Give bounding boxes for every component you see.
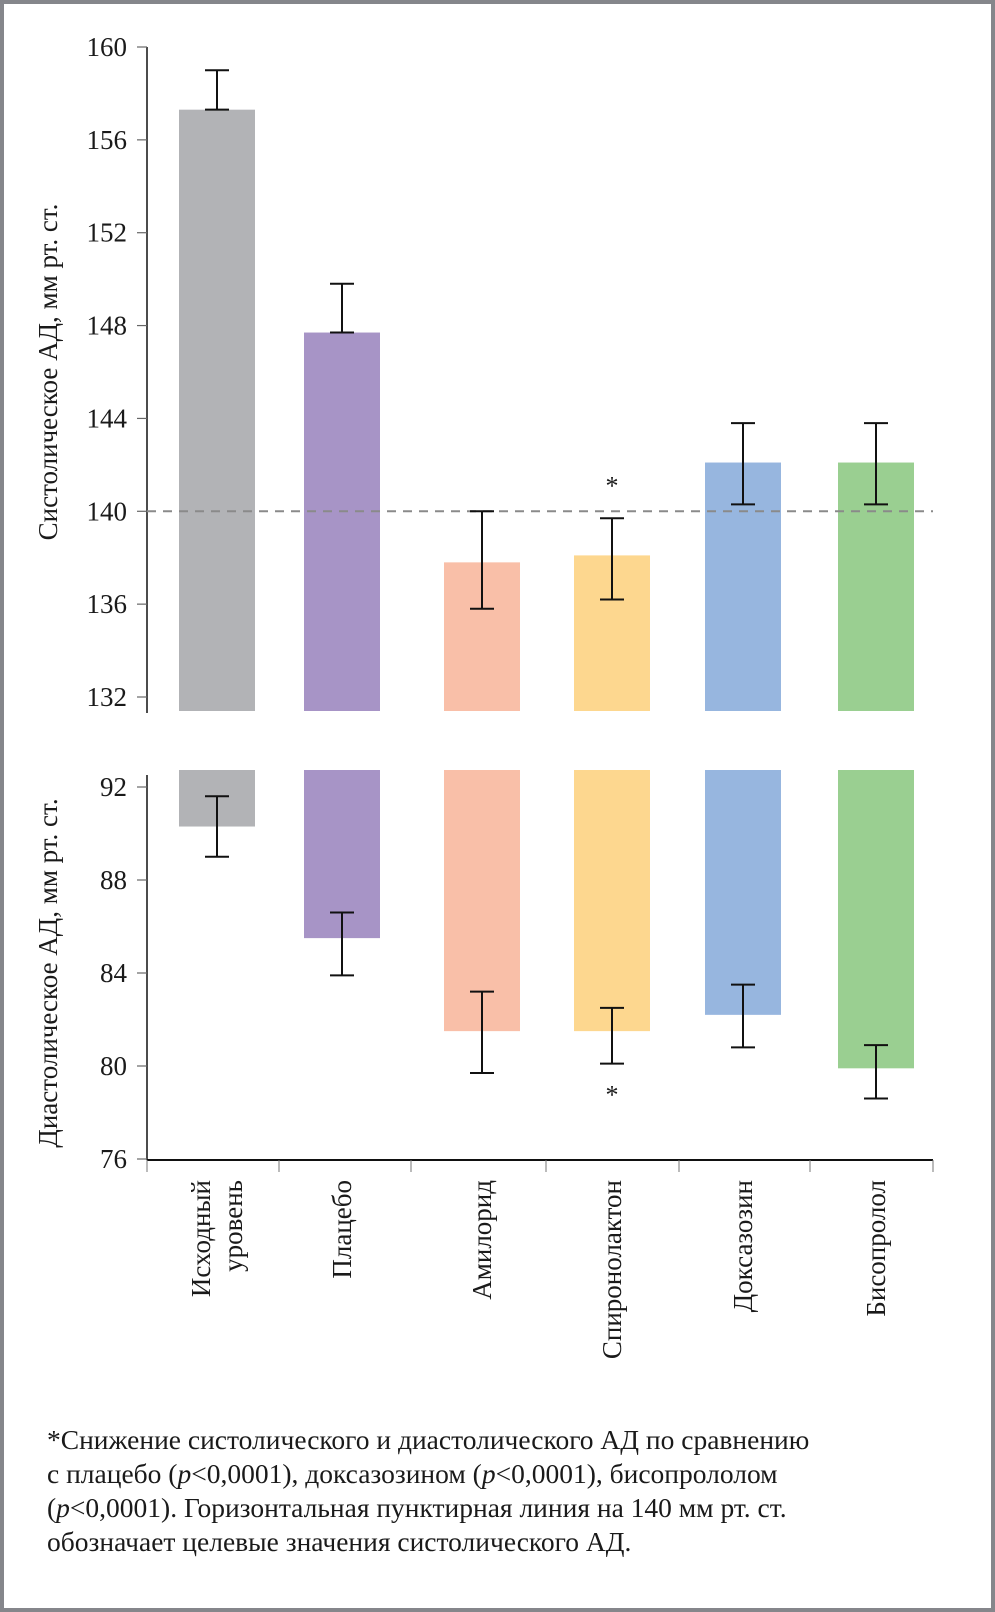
diastolic-error-bar — [864, 1044, 888, 1100]
systolic-bar — [304, 332, 380, 711]
diastolic-error-bar — [731, 983, 755, 1049]
systolic-error-bar — [731, 422, 755, 506]
x-category-label-line: Доксазозин — [728, 1180, 758, 1312]
y-tick-label: 160 — [87, 32, 128, 62]
footnote-line-4: обозначает целевые значения систолическо… — [47, 1526, 632, 1557]
diastolic-error-bar — [470, 990, 494, 1074]
x-category-label-line: Спиронолактон — [597, 1180, 627, 1359]
diastolic-error-bar — [600, 1006, 624, 1065]
y-tick-label: 92 — [100, 772, 127, 802]
diastolic-error-bar — [205, 795, 229, 858]
x-category-label-line: Амилорид — [467, 1180, 497, 1300]
footnote-line-2: с плацебо (p<0,0001), доксазозином (p<0,… — [47, 1458, 778, 1489]
diastolic-panel: 76 80 84 88 92 Диастолическое АД, мм рт. ст. * — [33, 770, 934, 1174]
significance-star: * — [606, 471, 619, 500]
diastolic-bar — [838, 770, 914, 1069]
y-tick-label: 76 — [100, 1144, 127, 1174]
systolic-panel: 132 136 140 144 148 152 156 160 Систолическое АД… — [33, 32, 933, 713]
y-tick-label: 136 — [87, 589, 128, 619]
systolic-bar — [179, 109, 255, 711]
footnote-line-1: *Снижение систолического и диастолическо… — [47, 1424, 810, 1455]
y-tick-label: 144 — [87, 403, 128, 433]
y-tick-label: 88 — [100, 865, 127, 895]
x-category-label: Бисопролол — [861, 1180, 891, 1317]
x-category-label: Исходный уровень — [186, 1180, 248, 1297]
significance-star: * — [606, 1081, 619, 1110]
footnote-line-3: (p<0,0001). Горизонтальная пунктирная ли… — [47, 1492, 787, 1523]
y-tick-label: 132 — [87, 682, 128, 712]
diastolic-error-bar — [330, 911, 354, 977]
x-category-label-line: Бисопролол — [861, 1180, 891, 1317]
y-tick-label: 80 — [100, 1051, 127, 1081]
category-labels: Исходный уровень Плацебо Амилорид Спиронолак… — [186, 1180, 891, 1359]
x-category-label: Амилорид — [467, 1180, 497, 1300]
y-tick-label: 84 — [100, 958, 128, 988]
systolic-error-bar — [205, 69, 229, 111]
systolic-error-bar — [864, 422, 888, 506]
y-tick-label: 156 — [87, 125, 128, 155]
footnote: *Снижение систолического и диастолическо… — [47, 1423, 947, 1559]
y-tick-label: 152 — [87, 218, 128, 248]
diastolic-bar — [574, 770, 650, 1032]
diastolic-bar — [304, 770, 380, 939]
systolic-error-bar — [600, 517, 624, 601]
x-category-label-line: уровень — [218, 1180, 248, 1272]
y-tick-label: 148 — [87, 311, 128, 341]
x-category-label: Спиронолактон — [597, 1180, 627, 1359]
systolic-error-bar — [470, 510, 494, 610]
diastolic-y-axis-title: Диастолическое АД, мм рт. ст. — [33, 798, 63, 1147]
x-category-label: Доксазозин — [728, 1180, 758, 1312]
systolic-error-bar — [330, 282, 354, 334]
systolic-y-axis-title: Систолическое АД, мм рт. ст. — [33, 204, 63, 541]
y-tick-label: 140 — [87, 496, 128, 526]
x-category-label: Плацебо — [327, 1180, 357, 1279]
diastolic-bar — [705, 770, 781, 1015]
diastolic-bar — [444, 770, 520, 1032]
x-category-label-line: Исходный — [186, 1180, 216, 1297]
x-category-label-line: Плацебо — [327, 1180, 357, 1279]
